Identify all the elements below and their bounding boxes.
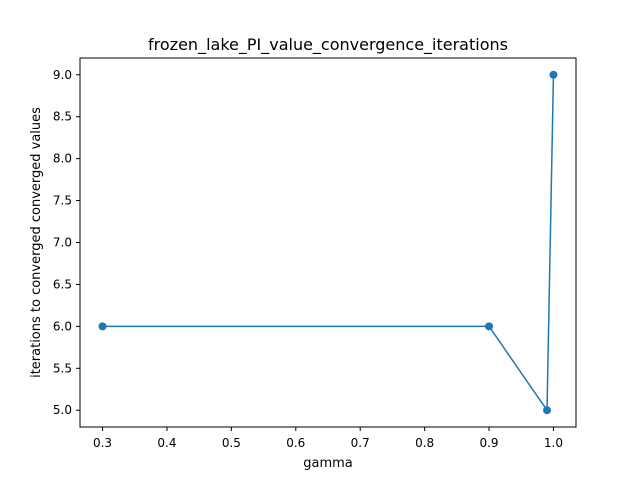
series-layer bbox=[98, 70, 558, 415]
x-tick-label: 0.9 bbox=[479, 436, 498, 450]
x-tick-label: 0.7 bbox=[351, 436, 370, 450]
x-tick-label: 0.8 bbox=[415, 436, 434, 450]
x-axis-ticks: 0.3 0.4 0.5 0.6 0.7 0.8 0.9 1.0 bbox=[93, 427, 563, 450]
y-axis-ticks: 5.0 5.5 6.0 6.5 7.0 7.5 8.0 8.5 9.0 bbox=[53, 68, 80, 417]
x-axis-label: gamma bbox=[303, 456, 353, 471]
data-point bbox=[98, 322, 107, 331]
data-point bbox=[485, 322, 494, 331]
y-axis-label: iterations to converged converged values bbox=[29, 107, 44, 378]
x-tick-label: 0.3 bbox=[93, 436, 112, 450]
x-tick-label: 0.5 bbox=[222, 436, 241, 450]
y-tick-label: 5.0 bbox=[53, 403, 72, 417]
y-tick-label: 6.0 bbox=[53, 319, 72, 333]
series-line bbox=[102, 74, 555, 411]
y-tick-label: 7.0 bbox=[53, 236, 72, 250]
y-tick-label: 7.5 bbox=[53, 194, 72, 208]
x-tick-label: 0.6 bbox=[286, 436, 305, 450]
x-tick-label: 0.4 bbox=[157, 436, 176, 450]
data-point bbox=[543, 406, 552, 415]
y-tick-label: 5.5 bbox=[53, 361, 72, 375]
y-tick-label: 9.0 bbox=[53, 68, 72, 82]
y-tick-label: 8.0 bbox=[53, 152, 72, 166]
x-tick-label: 1.0 bbox=[544, 436, 563, 450]
plot-frame bbox=[79, 57, 577, 428]
chart-title: frozen_lake_PI_value_convergence_iterati… bbox=[148, 35, 508, 55]
y-tick-label: 6.5 bbox=[53, 277, 72, 291]
data-point bbox=[549, 70, 558, 79]
y-tick-label: 8.5 bbox=[53, 110, 72, 124]
